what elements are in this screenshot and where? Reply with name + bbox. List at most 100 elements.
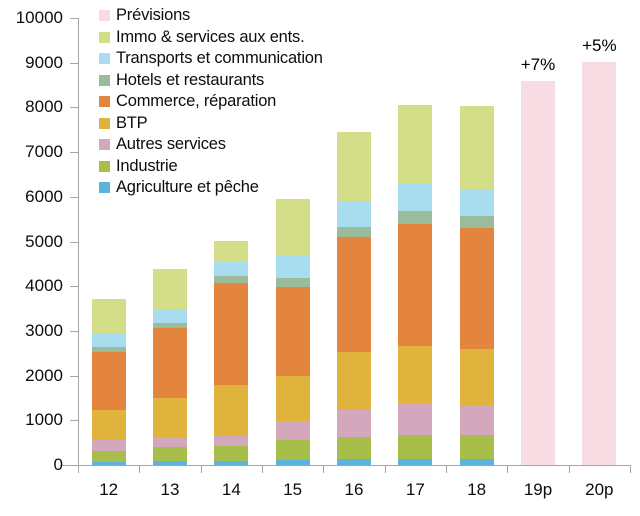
bar-segment bbox=[91, 298, 126, 334]
bar-segment bbox=[91, 347, 126, 352]
legend-swatch-icon bbox=[99, 31, 110, 43]
bar-segment bbox=[153, 268, 187, 309]
bar-segment bbox=[153, 397, 187, 439]
y-axis-tick-label: 2000 bbox=[25, 365, 63, 385]
chart-legend: Prévisions Immo & services aux ents. Trans… bbox=[99, 5, 359, 199]
bar-segment bbox=[459, 459, 494, 465]
y-axis-tick bbox=[70, 18, 79, 19]
y-axis-tick bbox=[70, 107, 79, 109]
x-axis-tick-label: 14 bbox=[221, 480, 241, 499]
legend-swatch-icon bbox=[99, 160, 110, 172]
bar-segment bbox=[337, 201, 371, 228]
y-axis-tick bbox=[70, 196, 79, 198]
x-axis-tick-label: 16 bbox=[344, 480, 364, 499]
bar-segment bbox=[214, 445, 249, 462]
bar-annotation-19p: +7% bbox=[520, 55, 556, 75]
bar-segment bbox=[91, 351, 126, 411]
bar-segment bbox=[275, 375, 310, 422]
legend-swatch-icon bbox=[99, 117, 110, 129]
bar-segment bbox=[398, 435, 433, 460]
legend-item[interactable]: BTP bbox=[99, 113, 359, 135]
bar-segment bbox=[214, 436, 249, 446]
x-axis-tick bbox=[323, 465, 325, 473]
legend-item-label: Industrie bbox=[116, 156, 178, 175]
bar-segment bbox=[459, 348, 494, 406]
bar-19p bbox=[521, 18, 555, 465]
bar-segment bbox=[398, 403, 433, 436]
bar-segment bbox=[91, 410, 126, 440]
bar-annotation-20p: +5% bbox=[582, 36, 617, 56]
x-axis-tick-label: 12 bbox=[99, 480, 119, 499]
y-axis-tick-label: 8000 bbox=[25, 97, 63, 117]
bar-segment bbox=[153, 328, 187, 398]
x-axis-tick-label: 15 bbox=[283, 480, 303, 499]
bar-segment bbox=[91, 461, 126, 465]
bar-segment bbox=[214, 385, 249, 437]
bar-segment bbox=[337, 437, 371, 460]
bar-segment bbox=[337, 132, 371, 202]
x-axis-tick-label: 19p bbox=[523, 480, 553, 499]
y-axis-tick-label: 4000 bbox=[25, 276, 63, 296]
legend-item[interactable]: Autres services bbox=[99, 134, 359, 156]
bar-15 bbox=[275, 18, 310, 465]
legend-item[interactable]: Commerce, réparation bbox=[99, 91, 359, 113]
legend-swatch-icon bbox=[99, 10, 110, 22]
y-axis-tick-label: 0 bbox=[53, 455, 63, 474]
bar-segment bbox=[214, 461, 249, 465]
bar-segment bbox=[153, 438, 187, 447]
legend-item[interactable]: Agriculture et pêche bbox=[99, 177, 359, 199]
y-axis-tick bbox=[70, 330, 79, 332]
legend-item-label: Hotels et restaurants bbox=[116, 70, 265, 89]
y-axis-tick-label: 9000 bbox=[25, 52, 63, 72]
y-axis-tick-label: 6000 bbox=[25, 186, 63, 206]
y-axis-tick-label: 5000 bbox=[25, 231, 63, 251]
x-axis-tick bbox=[630, 465, 631, 473]
bar-segment bbox=[337, 227, 371, 238]
bar-segment bbox=[214, 276, 249, 284]
y-axis-tick-label: 10000 bbox=[15, 8, 63, 27]
bar-segment bbox=[153, 309, 187, 323]
bar-segment bbox=[398, 184, 433, 212]
bar-segment bbox=[459, 435, 494, 460]
bar-segment bbox=[275, 256, 310, 278]
legend-item-label: BTP bbox=[116, 113, 148, 132]
bar-segment bbox=[398, 104, 433, 185]
x-axis-tick bbox=[262, 465, 263, 473]
bar-segment bbox=[398, 459, 433, 465]
legend-item-label: Commerce, réparation bbox=[116, 92, 277, 111]
bar-segment bbox=[337, 352, 371, 411]
bar-segment bbox=[582, 62, 617, 465]
legend-swatch-icon bbox=[99, 139, 110, 151]
x-axis-tick bbox=[446, 465, 447, 473]
bar-segment bbox=[275, 440, 310, 460]
bar-segment bbox=[153, 446, 187, 462]
x-axis-line bbox=[62, 465, 630, 466]
legend-item[interactable]: Immo & services aux ents. bbox=[99, 27, 359, 49]
bar-20p bbox=[582, 18, 617, 465]
x-axis-tick-label: 18 bbox=[467, 480, 487, 499]
bar-segment bbox=[91, 439, 126, 451]
bar-segment bbox=[275, 277, 310, 287]
bar-segment bbox=[275, 459, 310, 465]
y-axis-tick-label: 1000 bbox=[25, 410, 63, 430]
bar-segment bbox=[91, 333, 126, 348]
bar-segment bbox=[459, 188, 494, 216]
bar-segment bbox=[337, 410, 371, 438]
legend-item[interactable]: Industrie bbox=[99, 156, 359, 178]
bar-18 bbox=[459, 18, 494, 465]
legend-item[interactable]: Transports et communication bbox=[99, 48, 359, 70]
bar-segment bbox=[459, 406, 494, 436]
legend-item[interactable]: Prévisions bbox=[99, 5, 359, 27]
bar-segment bbox=[398, 211, 433, 224]
x-axis-tick-label: 13 bbox=[160, 480, 180, 499]
bar-segment bbox=[275, 286, 310, 376]
legend-item-label: Autres services bbox=[116, 135, 226, 154]
y-axis-tick-label: 7000 bbox=[25, 142, 63, 162]
bar-segment bbox=[153, 461, 187, 465]
y-axis-tick bbox=[70, 286, 79, 288]
bar-12 bbox=[91, 18, 126, 465]
legend-item[interactable]: Hotels et restaurants bbox=[99, 70, 359, 92]
bar-segment bbox=[214, 283, 249, 385]
legend-item-label: Prévisions bbox=[116, 6, 191, 25]
